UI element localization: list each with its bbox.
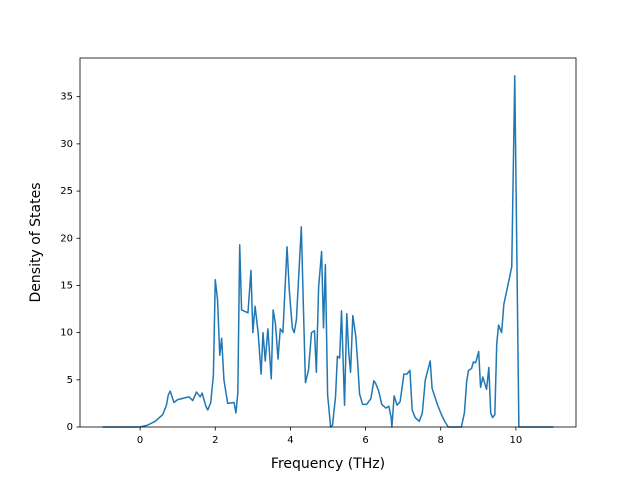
x-tick-label: 10 <box>510 435 523 446</box>
y-tick-label: 25 <box>60 186 73 197</box>
x-axis-label: Frequency (THz) <box>271 456 385 472</box>
y-tick-label: 0 <box>67 422 73 433</box>
x-tick-label: 2 <box>212 435 218 446</box>
y-tick-label: 10 <box>60 328 73 339</box>
x-tick-label: 6 <box>362 435 368 446</box>
y-tick-label: 35 <box>60 92 73 103</box>
y-tick-label: 15 <box>60 280 73 291</box>
plot-frame <box>79 57 577 428</box>
x-tick-label: 8 <box>438 435 444 446</box>
y-axis-label: Density of States <box>28 183 44 303</box>
y-tick-label: 20 <box>60 233 73 244</box>
data-line <box>102 75 554 428</box>
x-tick-label: 4 <box>287 435 293 446</box>
y-tick-label: 5 <box>67 375 73 386</box>
y-tick-label: 30 <box>60 139 73 150</box>
x-tick-label: 0 <box>137 435 143 446</box>
